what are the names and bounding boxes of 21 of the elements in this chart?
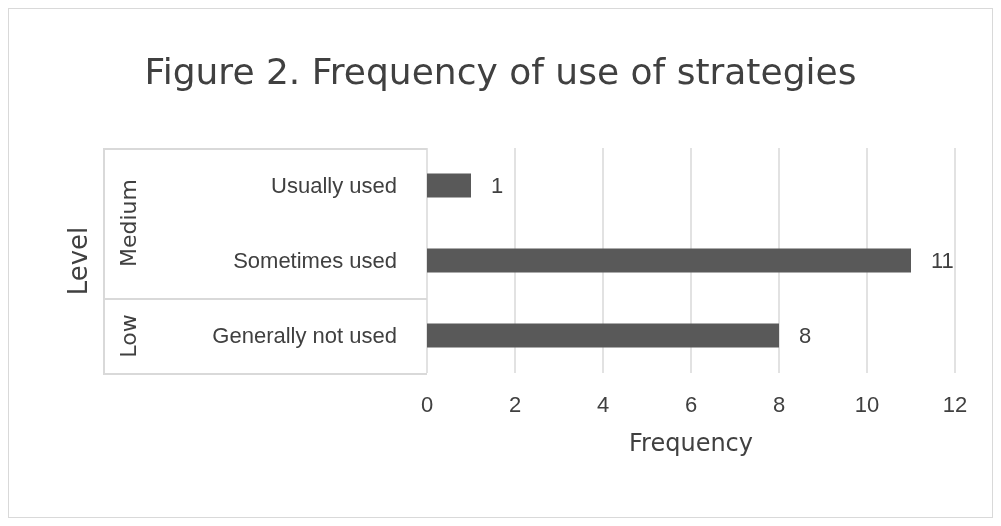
data-label: 1 — [491, 173, 504, 198]
y-axis-title: Level — [63, 226, 93, 295]
y-tick-label: Usually used — [271, 173, 397, 198]
x-tick-label: 8 — [772, 391, 786, 417]
chart-title: Figure 2. Frequency of use of strategies — [144, 50, 857, 92]
x-tick-label: 2 — [508, 391, 522, 417]
x-tick-label: 4 — [596, 391, 610, 417]
x-axis-title: Frequency — [629, 429, 753, 457]
text: Medium — [115, 179, 141, 267]
bar — [427, 248, 911, 273]
x-tick-label: 6 — [684, 391, 698, 417]
x-tick-label: 10 — [854, 391, 880, 417]
data-label: 8 — [799, 323, 812, 348]
x-tick-label: 12 — [942, 391, 968, 417]
data-label: 11 — [931, 248, 954, 273]
y-tick-label: Sometimes used — [233, 248, 397, 273]
bar — [427, 323, 779, 348]
text: Low — [115, 313, 141, 358]
bar — [427, 173, 471, 198]
x-tick-label: 0 — [420, 391, 434, 417]
y-tick-label: Generally not used — [212, 323, 397, 348]
